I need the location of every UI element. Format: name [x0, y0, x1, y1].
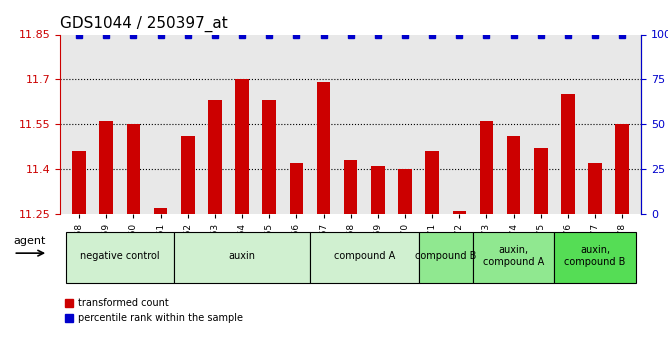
Bar: [72, 151, 86, 214]
Text: auxin,
compound B: auxin, compound B: [564, 245, 626, 267]
Bar: [235, 79, 249, 214]
Bar: [398, 169, 411, 214]
Bar: [317, 82, 331, 214]
Bar: [127, 124, 140, 214]
FancyBboxPatch shape: [419, 232, 473, 283]
Bar: [615, 124, 629, 214]
Text: compound B: compound B: [415, 251, 476, 261]
Text: compound A: compound A: [333, 251, 395, 261]
Bar: [480, 121, 493, 214]
Bar: [589, 163, 602, 214]
Bar: [507, 136, 520, 214]
Text: agent: agent: [13, 236, 45, 246]
Bar: [154, 208, 168, 214]
Text: negative control: negative control: [80, 251, 160, 261]
FancyBboxPatch shape: [65, 232, 174, 283]
Text: auxin,
compound A: auxin, compound A: [483, 245, 544, 267]
FancyBboxPatch shape: [310, 232, 419, 283]
Bar: [561, 94, 574, 214]
FancyBboxPatch shape: [554, 232, 636, 283]
Bar: [344, 160, 357, 214]
Bar: [426, 151, 439, 214]
FancyBboxPatch shape: [473, 232, 554, 283]
FancyBboxPatch shape: [174, 232, 310, 283]
Bar: [290, 163, 303, 214]
Bar: [181, 136, 194, 214]
Bar: [208, 100, 222, 214]
Bar: [263, 100, 276, 214]
Text: GDS1044 / 250397_at: GDS1044 / 250397_at: [60, 16, 228, 32]
Bar: [534, 148, 548, 214]
Legend: transformed count, percentile rank within the sample: transformed count, percentile rank withi…: [65, 298, 242, 323]
Bar: [371, 166, 385, 214]
Bar: [100, 121, 113, 214]
Bar: [452, 211, 466, 214]
Text: auxin: auxin: [228, 251, 256, 261]
